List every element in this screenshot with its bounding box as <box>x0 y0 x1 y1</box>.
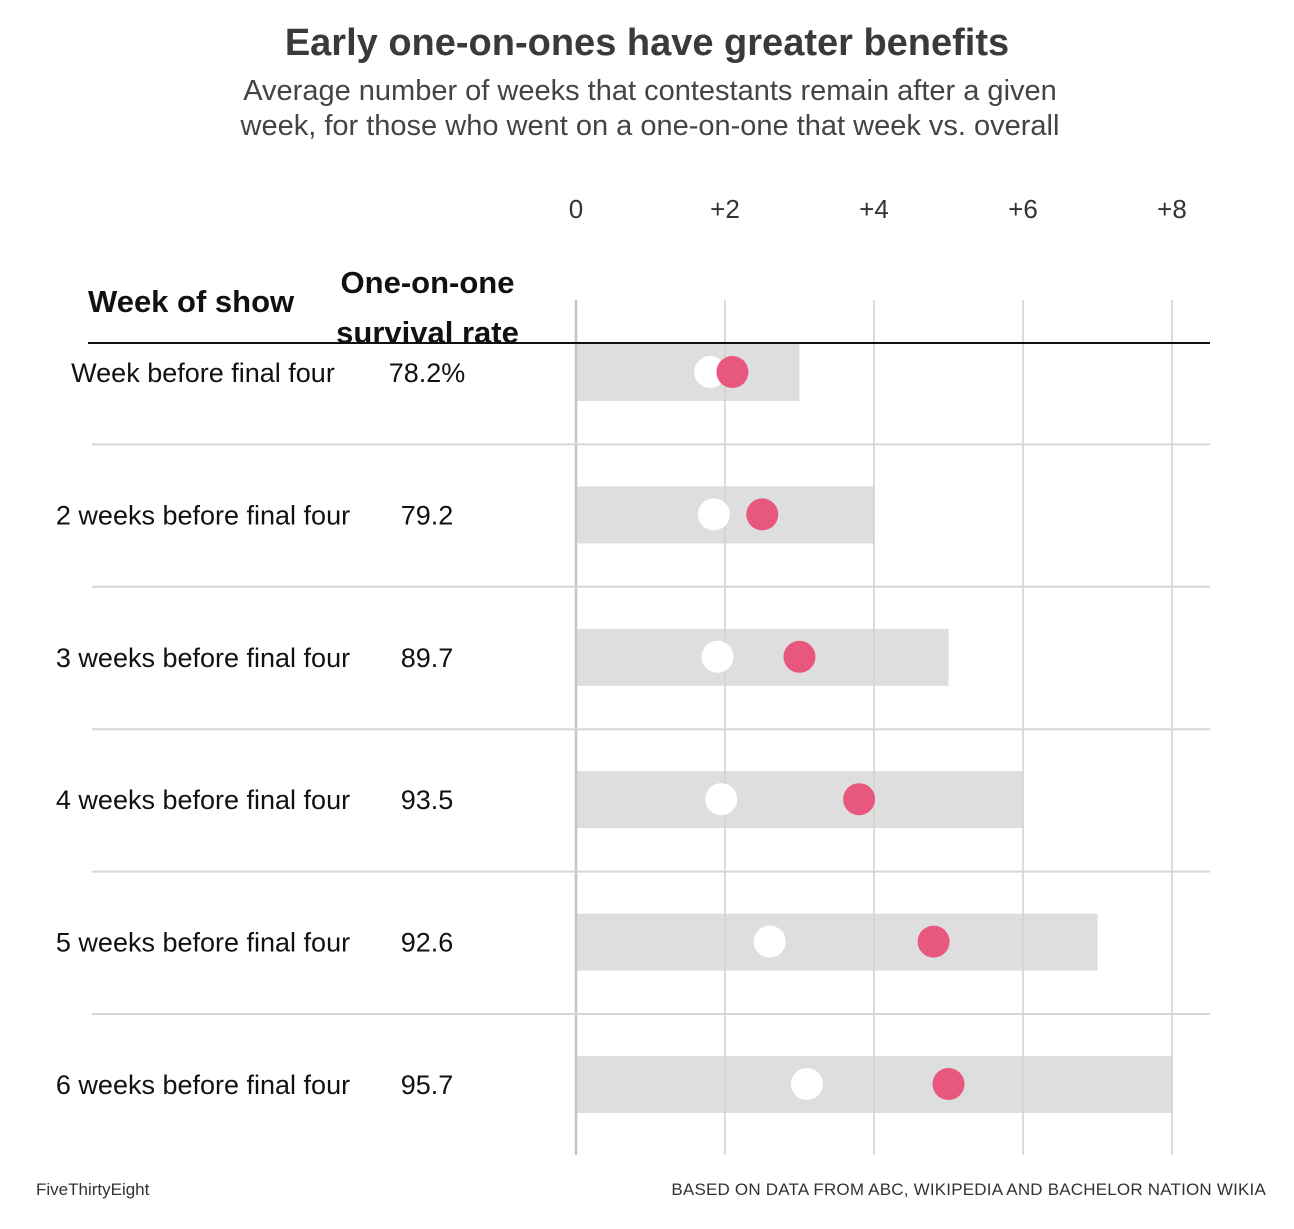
survival-rate-value: 95.7 <box>401 1070 454 1100</box>
survival-rate-value: 92.6 <box>401 928 454 958</box>
rate-header-line-2: survival rate <box>336 315 519 350</box>
row-label: 6 weeks before final four <box>56 1070 350 1100</box>
survival-rate-value: 79.2 <box>401 500 454 530</box>
chart-subtitle: Average number of weeks that contestants… <box>150 74 1150 144</box>
range-bar <box>576 628 949 686</box>
one-on-one-dot <box>746 498 779 531</box>
x-tick-label: +6 <box>1008 194 1038 224</box>
one-on-one-dot <box>932 1068 965 1100</box>
one-on-one-dot <box>843 783 876 816</box>
range-bar <box>576 913 1098 971</box>
row-label: 4 weeks before final four <box>56 785 350 815</box>
x-tick-label: 0 <box>569 194 583 224</box>
overall-dot <box>753 925 786 958</box>
survival-rate-value: 89.7 <box>401 643 454 673</box>
source-note: BASED ON DATA FROM ABC, WIKIPEDIA AND BA… <box>671 1180 1266 1199</box>
one-on-one-dot <box>716 356 749 388</box>
range-bar <box>576 771 1023 829</box>
row-label: Week before final four <box>71 358 335 388</box>
survival-rate-value: 93.5 <box>401 785 454 815</box>
x-tick-label: +4 <box>859 194 889 224</box>
one-on-one-dot <box>783 640 816 673</box>
subtitle-line-2: week, for those who went on a one-on-one… <box>240 110 1060 142</box>
overall-dot <box>697 498 730 531</box>
chart-title: Early one-on-ones have greater benefits <box>284 22 1010 64</box>
rate-header-line-1: One-on-one <box>340 265 515 300</box>
brand-credit: FiveThirtyEight <box>36 1180 150 1199</box>
x-tick-label: +8 <box>1157 194 1187 224</box>
rate-column-header: One-on-one survival rate <box>320 258 535 358</box>
x-tick-label: +2 <box>710 194 740 224</box>
one-on-one-dot <box>917 925 950 958</box>
range-bar <box>576 344 800 401</box>
overall-dot <box>694 356 727 388</box>
row-label: 3 weeks before final four <box>56 643 350 673</box>
overall-dot <box>790 1068 823 1100</box>
subtitle-line-1: Average number of weeks that contestants… <box>243 75 1057 107</box>
row-label: 5 weeks before final four <box>56 928 350 958</box>
row-label: 2 weeks before final four <box>56 500 350 530</box>
overall-dot <box>705 783 738 816</box>
overall-dot <box>701 640 734 673</box>
week-column-header: Week of show <box>88 284 295 319</box>
survival-rate-value: 78.2% <box>389 358 466 388</box>
